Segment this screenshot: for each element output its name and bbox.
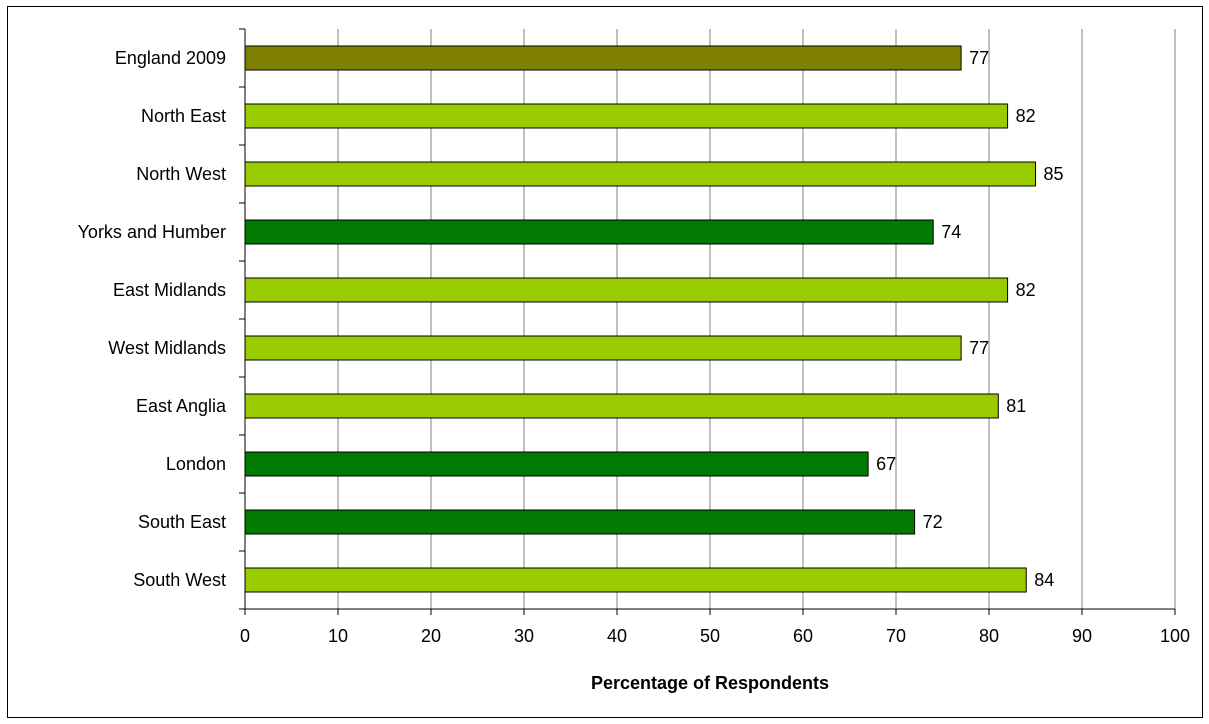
x-tick-label: 60 xyxy=(793,626,813,646)
bar xyxy=(244,393,999,419)
bars xyxy=(244,45,1036,593)
data-label: 77 xyxy=(969,48,989,68)
data-label: 72 xyxy=(923,512,943,532)
x-tick-label: 10 xyxy=(328,626,348,646)
category-label: Yorks and Humber xyxy=(78,222,226,242)
data-label: 84 xyxy=(1034,570,1054,590)
data-label: 82 xyxy=(1016,280,1036,300)
x-tick-label: 40 xyxy=(607,626,627,646)
data-label: 77 xyxy=(969,338,989,358)
data-label: 81 xyxy=(1006,396,1026,416)
bar xyxy=(244,335,962,361)
bar xyxy=(244,277,1009,303)
bar xyxy=(244,103,1009,129)
x-tick-label: 70 xyxy=(886,626,906,646)
bar xyxy=(244,45,962,71)
axes xyxy=(239,28,1176,615)
category-label: North East xyxy=(141,106,226,126)
category-label: South East xyxy=(138,512,226,532)
bar xyxy=(244,567,1027,593)
category-label: South West xyxy=(133,570,226,590)
bar xyxy=(244,451,869,477)
category-label: East Midlands xyxy=(113,280,226,300)
x-tick-label: 0 xyxy=(240,626,250,646)
x-tick-label: 90 xyxy=(1072,626,1092,646)
bar xyxy=(244,161,1036,187)
category-labels: England 2009 North East North West Yorks an… xyxy=(78,48,227,590)
x-axis-title: Percentage of Respondents xyxy=(591,673,829,693)
category-label: North West xyxy=(136,164,226,184)
category-label: West Midlands xyxy=(108,338,226,358)
data-label: 74 xyxy=(941,222,961,242)
data-label: 82 xyxy=(1016,106,1036,126)
tick-labels: 0 10 20 30 40 50 60 70 80 90 100 xyxy=(240,626,1190,646)
category-label: East Anglia xyxy=(136,396,227,416)
bar xyxy=(244,219,934,245)
x-tick-label: 100 xyxy=(1160,626,1190,646)
bar xyxy=(244,509,916,535)
x-tick-label: 30 xyxy=(514,626,534,646)
x-tick-label: 50 xyxy=(700,626,720,646)
data-labels: 77 82 85 74 82 77 81 67 72 84 xyxy=(876,48,1063,590)
category-label: London xyxy=(166,454,226,474)
x-tick-label: 20 xyxy=(421,626,441,646)
data-label: 85 xyxy=(1044,164,1064,184)
data-label: 67 xyxy=(876,454,896,474)
x-tick-label: 80 xyxy=(979,626,999,646)
category-label: England 2009 xyxy=(115,48,226,68)
